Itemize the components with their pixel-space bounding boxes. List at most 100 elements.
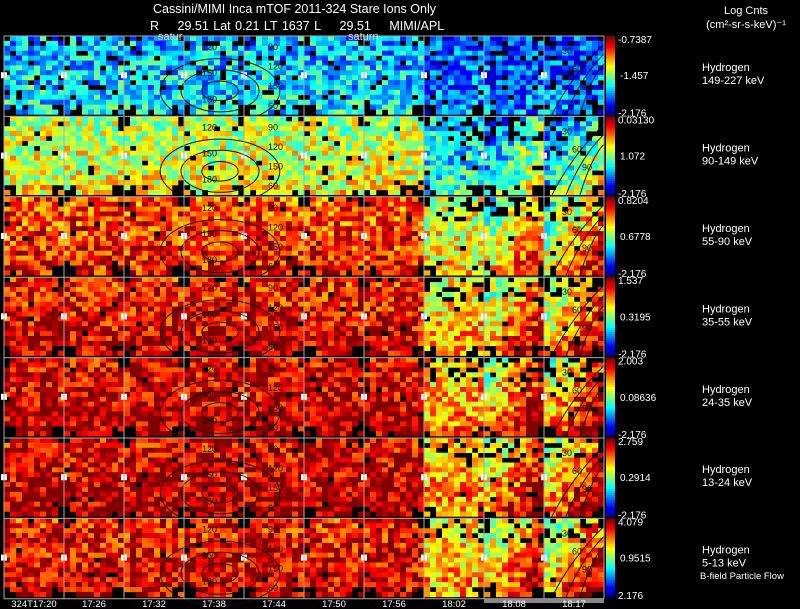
contour-label: 120 <box>202 203 217 213</box>
x-tick-label: 18:02 <box>442 599 466 609</box>
colorbar-mid: 0.6778 <box>620 232 651 243</box>
colorbar-max: 2.003 <box>618 357 643 368</box>
cell-3-9 <box>541 277 605 356</box>
contour-label: 150 <box>202 470 217 480</box>
contour-late <box>579 465 605 517</box>
colorbar-min: -2.176 <box>618 108 647 119</box>
cell-1-2 <box>121 116 185 196</box>
contour-label: 120 <box>268 222 283 232</box>
contour-late-label: 30 <box>562 368 572 378</box>
contour-label: 120 <box>268 544 283 554</box>
contour-left <box>159 540 281 606</box>
contour-late <box>579 144 605 195</box>
contour-label: 90 <box>268 364 278 374</box>
contour-label: 150 <box>202 390 217 400</box>
colorbar-mid: 0.2914 <box>620 473 651 484</box>
colorbar-min: -2.176 <box>618 189 647 200</box>
cell-2-7 <box>421 196 485 276</box>
contour-left <box>201 402 239 423</box>
contour-left <box>201 80 239 102</box>
contour-label: 180 <box>202 416 217 426</box>
contour-label: 150 <box>202 68 217 78</box>
row-species: Hydrogen <box>702 62 750 74</box>
contour-label: 150 <box>202 551 217 561</box>
contour-label: 150 <box>268 162 283 172</box>
colorbar-title: Log Cnts (cm²-sr-s-keV)⁻¹ <box>696 4 796 32</box>
x-tick-label: 17:50 <box>322 599 346 609</box>
contour-left <box>201 241 239 262</box>
row-energy: 149-227 keV <box>702 75 765 87</box>
cell-0-2 <box>121 36 185 115</box>
x-tick-label: 18:08 <box>502 599 526 609</box>
cell-5-2 <box>121 438 185 517</box>
contour-label: 90 <box>268 203 278 213</box>
cell-5-6 <box>361 438 425 517</box>
contour-late <box>565 536 605 597</box>
colorbar-max: 0.8204 <box>618 196 649 207</box>
colorbar-min: 2.176 <box>618 591 643 602</box>
row-energy: 90-149 keV <box>702 156 759 168</box>
cell-4-1 <box>61 357 125 437</box>
x-tick-label: 17:38 <box>202 599 226 609</box>
contour-late <box>565 53 605 115</box>
cell-4-3 <box>181 357 245 437</box>
contour-label: 120 <box>202 524 217 534</box>
cell-5-5 <box>301 438 365 517</box>
contour-late-label: 30 <box>562 287 572 297</box>
contour-label: 60 <box>268 181 278 191</box>
contour-late <box>579 546 605 597</box>
cell-6-4 <box>241 518 305 598</box>
cell-6-0 <box>1 518 65 598</box>
cell-1-9 <box>541 116 605 196</box>
x-tick-label: 17:56 <box>382 599 406 609</box>
cell-5-8 <box>481 438 545 517</box>
cell-1-8 <box>481 116 545 196</box>
contour-label: 60 <box>268 262 278 272</box>
contour-label: 180 <box>202 335 217 345</box>
row-species: Hydrogen <box>702 545 750 557</box>
cell-4-8 <box>481 357 545 437</box>
contour-label: 150 <box>202 229 217 239</box>
contour-late-label: 60 <box>572 386 582 396</box>
contour-label: 120 <box>268 464 283 474</box>
contour-late <box>579 304 605 356</box>
colorbar-title-line2: (cm²-sr-s-keV)⁻¹ <box>706 19 786 31</box>
cell-5-0 <box>1 438 65 517</box>
cell-2-1 <box>61 196 125 276</box>
flow-note: B-field Particle Flow <box>700 571 784 582</box>
cell-3-2 <box>121 277 185 356</box>
x-tick-label: 17:32 <box>142 599 166 609</box>
contour-label: 120 <box>202 444 217 454</box>
contour-label: 180 <box>202 94 217 104</box>
cell-6-7 <box>421 518 485 598</box>
contour-late-label: 60 <box>572 546 582 556</box>
colorbar-title-line1: Log Cnts <box>723 5 769 17</box>
cell-2-8 <box>481 196 545 276</box>
saturn-label-1: satur <box>158 31 183 43</box>
cell-0-6 <box>361 36 425 115</box>
cell-5-7 <box>421 438 485 517</box>
contour-late <box>565 214 605 276</box>
contour-late-label: 30 <box>562 207 572 217</box>
cell-2-3 <box>181 196 245 276</box>
colorbar-min: -2.176 <box>618 510 647 521</box>
cell-1-0 <box>1 116 65 196</box>
contour-label: 90 <box>268 42 278 52</box>
contour-late-label: 90 <box>582 162 592 172</box>
cell-0-8 <box>481 36 545 115</box>
contour-label: 150 <box>268 483 283 493</box>
contour-late-label: 30 <box>562 46 572 56</box>
row-energy: 24-35 keV <box>702 397 753 409</box>
cell-4-7 <box>421 357 485 437</box>
cell-1-6 <box>361 116 425 196</box>
colorbar-max: -0.7387 <box>618 35 652 46</box>
contour-left <box>180 310 260 354</box>
row-species: Hydrogen <box>702 384 750 396</box>
cell-6-2 <box>121 518 185 598</box>
contour-late-label: 90 <box>582 484 592 494</box>
contour-late <box>579 224 605 276</box>
